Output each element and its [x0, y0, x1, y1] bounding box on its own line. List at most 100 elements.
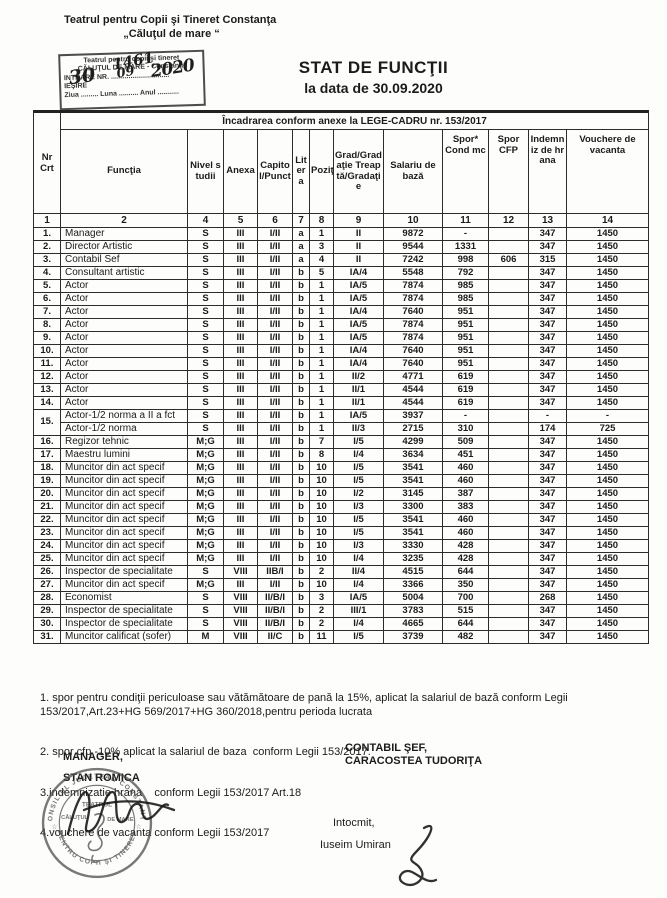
table-cell [488, 422, 529, 436]
table-cell: 460 [442, 513, 489, 527]
intocmit-block: Intocmit, Iuseim Umiran [320, 817, 391, 852]
table-cell: M;G [187, 461, 224, 475]
cell-nr: 17. [33, 448, 61, 462]
cell-nr: 13. [33, 383, 61, 397]
table-cell: 11 [309, 630, 334, 644]
table-cell: 350 [442, 578, 489, 592]
table-cell: 10 [309, 578, 334, 592]
table-cell [488, 461, 529, 475]
cell-nr: 18. [33, 461, 61, 475]
table-cell: M;G [187, 552, 224, 566]
cell-functia: Muncitor din act specif [60, 526, 188, 540]
table-cell [488, 344, 529, 358]
table-row: Actor-1/2 norma S III I/II b 1 II/3 2715 310 174 7… [34, 422, 649, 436]
seahorse-icon [87, 813, 105, 864]
table-cell: 1450 [566, 487, 649, 501]
table-cell [488, 266, 529, 280]
table-cell: 347 [528, 435, 567, 449]
table-row: 6. Actor S III I/II b 1 IA/5 7874 985 347 1450 [33, 292, 649, 306]
column-header-grad-gradatie: Grad/Gradaţie Treaptă/Gradaţie [333, 129, 384, 214]
column-number: 14 [566, 213, 649, 228]
column-number: 7 [292, 213, 310, 228]
table-cell: I/5 [333, 630, 384, 644]
table-cell: 460 [442, 474, 489, 488]
table-cell: S [187, 617, 224, 631]
table-cell: M;G [187, 487, 224, 501]
column-header-nivel-studii: Nivel studii [187, 129, 224, 214]
table-cell: 347 [528, 240, 567, 254]
table-cell: III [223, 331, 258, 345]
table-cell: III [223, 370, 258, 384]
table-cell: 428 [442, 552, 489, 566]
table-row: 13. Actor S III I/II b 1 II/1 4544 619 347 1450 [33, 383, 649, 397]
table-cell: S [187, 357, 224, 371]
table-row: 10. Actor S III I/II b 1 IA/4 7640 951 347 1450 [33, 344, 649, 358]
table-cell: b [292, 318, 310, 332]
table-cell: 174 [528, 422, 567, 436]
table-cell: III [223, 435, 258, 449]
table-cell: 1450 [566, 344, 649, 358]
table-cell: b [292, 526, 310, 540]
cell-nr: 4. [33, 266, 61, 280]
cell-functia: Maestru lumini [60, 448, 188, 462]
table-cell: IA/5 [333, 591, 384, 605]
cell-functia: Actor [60, 370, 188, 384]
table-cell: 951 [442, 357, 489, 371]
table-cell: 482 [442, 630, 489, 644]
table-body: 1. Manager S III I/II a 1 II 9872-347 1450 2. Direc… [33, 227, 649, 644]
table-cell: 1450 [566, 227, 649, 241]
table-cell: 347 [528, 279, 567, 293]
table-cell: I/5 [333, 526, 384, 540]
table-cell: III [223, 318, 258, 332]
cell-nr: 26. [33, 565, 61, 579]
manager-signature-block: MANAGER, STAN ROMICA [63, 751, 140, 785]
table-cell: VIII [223, 604, 258, 618]
cell-nr: 21. [33, 500, 61, 514]
table-cell: 792 [442, 266, 489, 280]
table-cell [488, 279, 529, 293]
table-cell: S [187, 240, 224, 254]
table-cell: II [333, 253, 384, 267]
table-cell: 347 [528, 604, 567, 618]
table-cell: I/5 [333, 461, 384, 475]
table-cell: I/II [257, 435, 293, 449]
table-cell: 347 [528, 630, 567, 644]
column-number: 1 [33, 213, 61, 228]
table-cell: b [292, 500, 310, 514]
table-cell: IA/5 [333, 279, 384, 293]
column-number: 10 [383, 213, 443, 228]
table-cell: 2715 [383, 422, 443, 436]
table-cell: 347 [528, 578, 567, 592]
table-cell: 1450 [566, 513, 649, 527]
table-cell: 1 [309, 383, 334, 397]
table-cell: 4544 [383, 396, 443, 410]
cell-nr: 25. [33, 552, 61, 566]
contabil-label: CONTABIL ŞEF, [345, 742, 428, 754]
table-cell: 1 [309, 409, 334, 423]
table-row: 3. Contabil Sef S III I/II a 4 II 7242 998 606 315 1… [33, 253, 649, 267]
table-cell: III [223, 409, 258, 423]
cell-nr: 8. [33, 318, 61, 332]
cell-nr: 27. [33, 578, 61, 592]
table-cell: I/II [257, 448, 293, 462]
column-header-functia: Funcţia [60, 129, 188, 214]
cell-nr: 29. [33, 604, 61, 618]
cell-nr: 16. [33, 435, 61, 449]
table-cell: 347 [528, 266, 567, 280]
table-cell: M;G [187, 500, 224, 514]
table-cell [488, 448, 529, 462]
table-cell: M;G [187, 526, 224, 540]
cell-nr: 7. [33, 305, 61, 319]
table-cell: 1 [309, 292, 334, 306]
table-cell: 985 [442, 292, 489, 306]
cell-functia: Consultant artistic [60, 266, 188, 280]
column-header-capitol-punct: Capitol/Punct [257, 129, 293, 214]
table-cell: III [223, 526, 258, 540]
cell-nr: 19. [33, 474, 61, 488]
footer-notes: 1. spor pentru condiţii periculoase sau … [40, 665, 640, 868]
column-number: 13 [528, 213, 567, 228]
table-cell [488, 357, 529, 371]
institution-name: Teatrul pentru Copii şi Tineret Constanţ… [64, 14, 277, 26]
table-row: 23. Muncitor din act specif M;G III I/II b 10 I… [33, 526, 649, 540]
table-cell: 3330 [383, 539, 443, 553]
